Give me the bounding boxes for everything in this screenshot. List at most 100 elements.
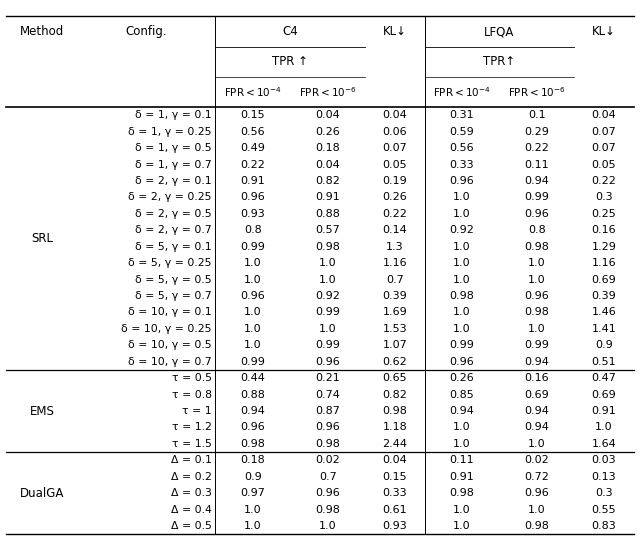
Text: 0.8: 0.8: [528, 225, 546, 235]
Text: δ = 5, γ = 0.7: δ = 5, γ = 0.7: [135, 291, 212, 301]
Text: 1.69: 1.69: [383, 307, 407, 317]
Text: 1.0: 1.0: [244, 521, 262, 531]
Text: KL↓: KL↓: [592, 25, 616, 38]
Text: 0.99: 0.99: [316, 307, 340, 317]
Text: 1.0: 1.0: [244, 307, 262, 317]
Text: τ = 1: τ = 1: [182, 406, 212, 416]
Text: Δ = 0.1: Δ = 0.1: [171, 455, 212, 465]
Text: δ = 5, γ = 0.1: δ = 5, γ = 0.1: [135, 242, 212, 252]
Text: 0.39: 0.39: [591, 291, 616, 301]
Text: 1.41: 1.41: [591, 324, 616, 334]
Text: 0.07: 0.07: [591, 127, 616, 136]
Text: 0.61: 0.61: [383, 505, 407, 515]
Text: 0.8: 0.8: [244, 225, 262, 235]
Text: τ = 1.5: τ = 1.5: [172, 439, 212, 449]
Text: 0.82: 0.82: [316, 176, 340, 186]
Text: 0.88: 0.88: [316, 209, 340, 219]
Text: 1.07: 1.07: [383, 340, 407, 350]
Text: 0.98: 0.98: [316, 505, 340, 515]
Text: δ = 1, γ = 0.7: δ = 1, γ = 0.7: [135, 159, 212, 169]
Text: δ = 1, γ = 0.25: δ = 1, γ = 0.25: [128, 127, 212, 136]
Text: 0.94: 0.94: [525, 406, 549, 416]
Text: 0.72: 0.72: [525, 472, 549, 482]
Text: δ = 10, γ = 0.1: δ = 10, γ = 0.1: [128, 307, 212, 317]
Text: 1.0: 1.0: [453, 192, 471, 202]
Text: 0.99: 0.99: [449, 340, 474, 350]
Text: 0.94: 0.94: [241, 406, 266, 416]
Text: 0.06: 0.06: [383, 127, 407, 136]
Text: 0.98: 0.98: [383, 406, 408, 416]
Text: 1.0: 1.0: [528, 275, 546, 284]
Text: 1.0: 1.0: [244, 275, 262, 284]
Text: 0.11: 0.11: [525, 159, 549, 169]
Text: 0.98: 0.98: [316, 242, 340, 252]
Text: Δ = 0.5: Δ = 0.5: [171, 521, 212, 531]
Text: δ = 2, γ = 0.1: δ = 2, γ = 0.1: [135, 176, 212, 186]
Text: TPR ↑: TPR ↑: [273, 55, 308, 68]
Text: 0.99: 0.99: [241, 357, 266, 367]
Text: 0.96: 0.96: [450, 357, 474, 367]
Text: 0.04: 0.04: [316, 110, 340, 120]
Text: 1.0: 1.0: [453, 423, 471, 432]
Text: 1.16: 1.16: [592, 258, 616, 268]
Text: 0.98: 0.98: [525, 242, 549, 252]
Text: 0.74: 0.74: [316, 390, 340, 399]
Text: 0.22: 0.22: [241, 159, 266, 169]
Text: 0.93: 0.93: [383, 521, 407, 531]
Text: 1.0: 1.0: [528, 439, 546, 449]
Text: 0.26: 0.26: [383, 192, 407, 202]
Text: 1.64: 1.64: [591, 439, 616, 449]
Text: 0.1: 0.1: [528, 110, 546, 120]
Text: 1.0: 1.0: [453, 505, 471, 515]
Text: LFQA: LFQA: [484, 25, 515, 38]
Text: 0.96: 0.96: [316, 357, 340, 367]
Text: 0.33: 0.33: [450, 159, 474, 169]
Text: SRL: SRL: [31, 232, 53, 245]
Text: 0.3: 0.3: [595, 488, 613, 498]
Text: 0.94: 0.94: [449, 406, 474, 416]
Text: 0.69: 0.69: [591, 390, 616, 399]
Text: 0.82: 0.82: [383, 390, 408, 399]
Text: FPR$< 10^{-4}$: FPR$< 10^{-4}$: [433, 85, 491, 99]
Text: 0.94: 0.94: [525, 176, 549, 186]
Text: 0.88: 0.88: [241, 390, 266, 399]
Text: 1.0: 1.0: [244, 505, 262, 515]
Text: C4: C4: [282, 25, 298, 38]
Text: Method: Method: [20, 25, 64, 38]
Text: 0.49: 0.49: [241, 143, 266, 153]
Text: 0.98: 0.98: [241, 439, 266, 449]
Text: 0.07: 0.07: [383, 143, 407, 153]
Text: 0.22: 0.22: [591, 176, 616, 186]
Text: 1.0: 1.0: [453, 307, 471, 317]
Text: 0.96: 0.96: [241, 291, 266, 301]
Text: 0.26: 0.26: [450, 373, 474, 383]
Text: 1.0: 1.0: [453, 439, 471, 449]
Text: 0.15: 0.15: [241, 110, 265, 120]
Text: 0.05: 0.05: [383, 159, 407, 169]
Text: KL↓: KL↓: [383, 25, 407, 38]
Text: δ = 2, γ = 0.7: δ = 2, γ = 0.7: [135, 225, 212, 235]
Text: 0.13: 0.13: [592, 472, 616, 482]
Text: 0.51: 0.51: [592, 357, 616, 367]
Text: 0.39: 0.39: [383, 291, 407, 301]
Text: 0.96: 0.96: [316, 423, 340, 432]
Text: δ = 2, γ = 0.25: δ = 2, γ = 0.25: [128, 192, 212, 202]
Text: 0.7: 0.7: [386, 275, 404, 284]
Text: 0.91: 0.91: [241, 176, 266, 186]
Text: δ = 10, γ = 0.7: δ = 10, γ = 0.7: [128, 357, 212, 367]
Text: 0.96: 0.96: [316, 488, 340, 498]
Text: FPR$< 10^{-6}$: FPR$< 10^{-6}$: [508, 85, 566, 99]
Text: 1.29: 1.29: [591, 242, 616, 252]
Text: 1.0: 1.0: [453, 521, 471, 531]
Text: τ = 0.8: τ = 0.8: [172, 390, 212, 399]
Text: 0.91: 0.91: [316, 192, 340, 202]
Text: 0.33: 0.33: [383, 488, 407, 498]
Text: 0.21: 0.21: [316, 373, 340, 383]
Text: 0.97: 0.97: [241, 488, 266, 498]
Text: 1.0: 1.0: [319, 275, 337, 284]
Text: 1.0: 1.0: [528, 324, 546, 334]
Text: 1.16: 1.16: [383, 258, 407, 268]
Text: 0.15: 0.15: [383, 472, 407, 482]
Text: 1.0: 1.0: [319, 521, 337, 531]
Text: 1.3: 1.3: [386, 242, 404, 252]
